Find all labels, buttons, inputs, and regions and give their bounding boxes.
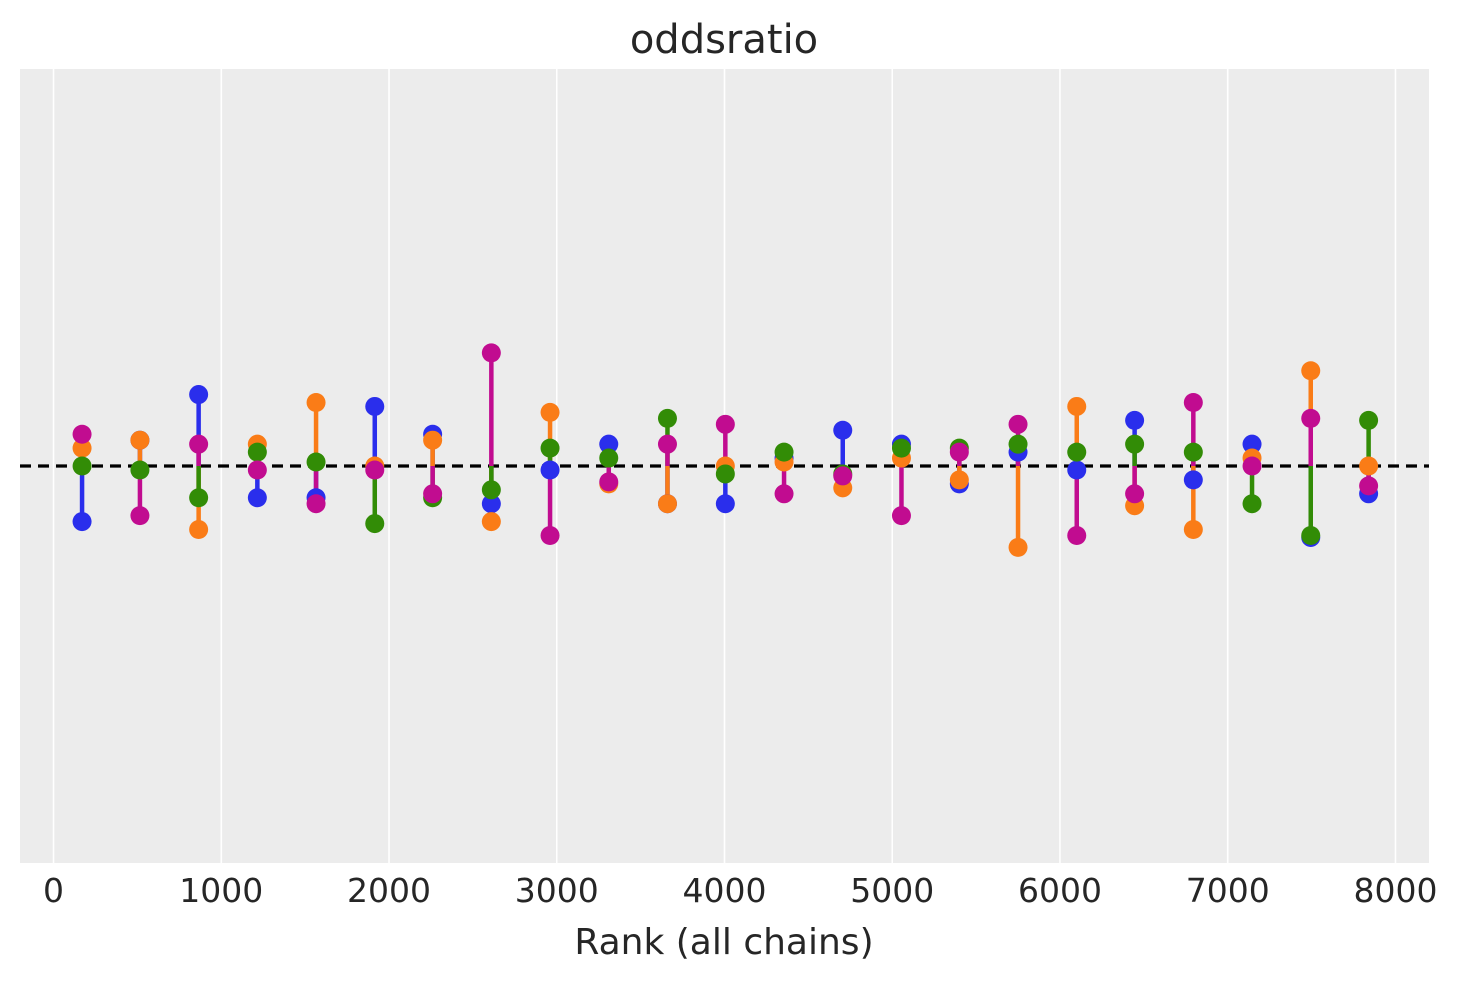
rank-point <box>1008 414 1028 434</box>
rank-point <box>1242 456 1262 476</box>
rank-point <box>423 484 443 504</box>
rank-point <box>1125 484 1145 504</box>
rank-point <box>72 456 92 476</box>
rank-point <box>365 460 385 480</box>
x-tick-label: 1000 <box>179 871 263 910</box>
rank-point <box>1301 361 1321 381</box>
rank-point <box>247 488 267 508</box>
rank-point <box>715 464 735 484</box>
rank-point <box>657 408 677 428</box>
rank-point <box>481 512 501 532</box>
rank-point <box>540 460 560 480</box>
rank-point <box>1359 476 1379 496</box>
rank-point <box>1183 520 1203 540</box>
rank-point <box>1008 537 1028 557</box>
x-tick-labels: 0 1000 2000 3000 4000 5000 6000 7000 8000 <box>43 871 1437 910</box>
rank-point <box>774 484 794 504</box>
rank-point <box>540 525 560 545</box>
x-axis-title: Rank (all chains) <box>574 922 873 963</box>
rank-point <box>833 420 853 440</box>
rank-point <box>833 466 853 486</box>
rank-point <box>1359 410 1379 430</box>
rank-point <box>481 494 501 514</box>
rank-point <box>599 448 619 468</box>
rank-point <box>481 480 501 500</box>
x-tick-label: 0 <box>43 871 64 910</box>
rank-point <box>1183 470 1203 490</box>
x-tick-label: 6000 <box>1018 871 1102 910</box>
rank-point <box>1125 410 1145 430</box>
rank-point <box>72 438 92 458</box>
rank-point <box>306 452 326 472</box>
rank-point <box>1125 434 1145 454</box>
rank-point <box>1242 434 1262 454</box>
rank-point <box>715 414 735 434</box>
rank-point <box>657 434 677 454</box>
x-tick-label: 8000 <box>1353 871 1437 910</box>
x-tick-label: 7000 <box>1186 871 1270 910</box>
rank-point <box>1301 408 1321 428</box>
rank-point <box>657 494 677 514</box>
rank-point <box>891 438 911 458</box>
rank-point <box>1183 442 1203 462</box>
rank-point <box>1242 494 1262 514</box>
rank-point <box>423 430 443 450</box>
rank-point <box>306 494 326 514</box>
rank-point <box>891 506 911 526</box>
rank-point <box>130 430 150 450</box>
rank-point <box>1067 442 1087 462</box>
rank-point <box>1359 456 1379 476</box>
rank-point <box>130 460 150 480</box>
rank-point <box>189 434 209 454</box>
rank-point <box>189 520 209 540</box>
rank-points <box>72 343 1379 557</box>
rank-point <box>1301 525 1321 545</box>
rank-point <box>1067 396 1087 416</box>
rank-point <box>599 434 619 454</box>
rank-point <box>949 470 969 490</box>
rank-point <box>189 385 209 405</box>
rank-point <box>72 512 92 532</box>
rank-point <box>1067 460 1087 480</box>
x-tick-label: 5000 <box>850 871 934 910</box>
rank-point <box>540 402 560 422</box>
rank-point <box>715 494 735 514</box>
rank-point <box>72 424 92 444</box>
rank-point <box>189 488 209 508</box>
rank-point <box>540 438 560 458</box>
rank-point <box>247 442 267 462</box>
x-tick-label: 4000 <box>683 871 767 910</box>
rank-point <box>247 460 267 480</box>
rank-point <box>365 396 385 416</box>
rank-point <box>481 343 501 363</box>
rank-point <box>774 442 794 462</box>
rank-point <box>1067 525 1087 545</box>
chart-title: oddsratio <box>630 17 818 63</box>
rank-point <box>365 514 385 534</box>
rank-point <box>1183 392 1203 412</box>
x-tick-label: 3000 <box>515 871 599 910</box>
rank-point <box>949 442 969 462</box>
rank-point <box>1008 434 1028 454</box>
rank-point <box>130 506 150 526</box>
rank-point <box>599 472 619 492</box>
rank-point <box>306 392 326 412</box>
x-tick-label: 2000 <box>347 871 431 910</box>
